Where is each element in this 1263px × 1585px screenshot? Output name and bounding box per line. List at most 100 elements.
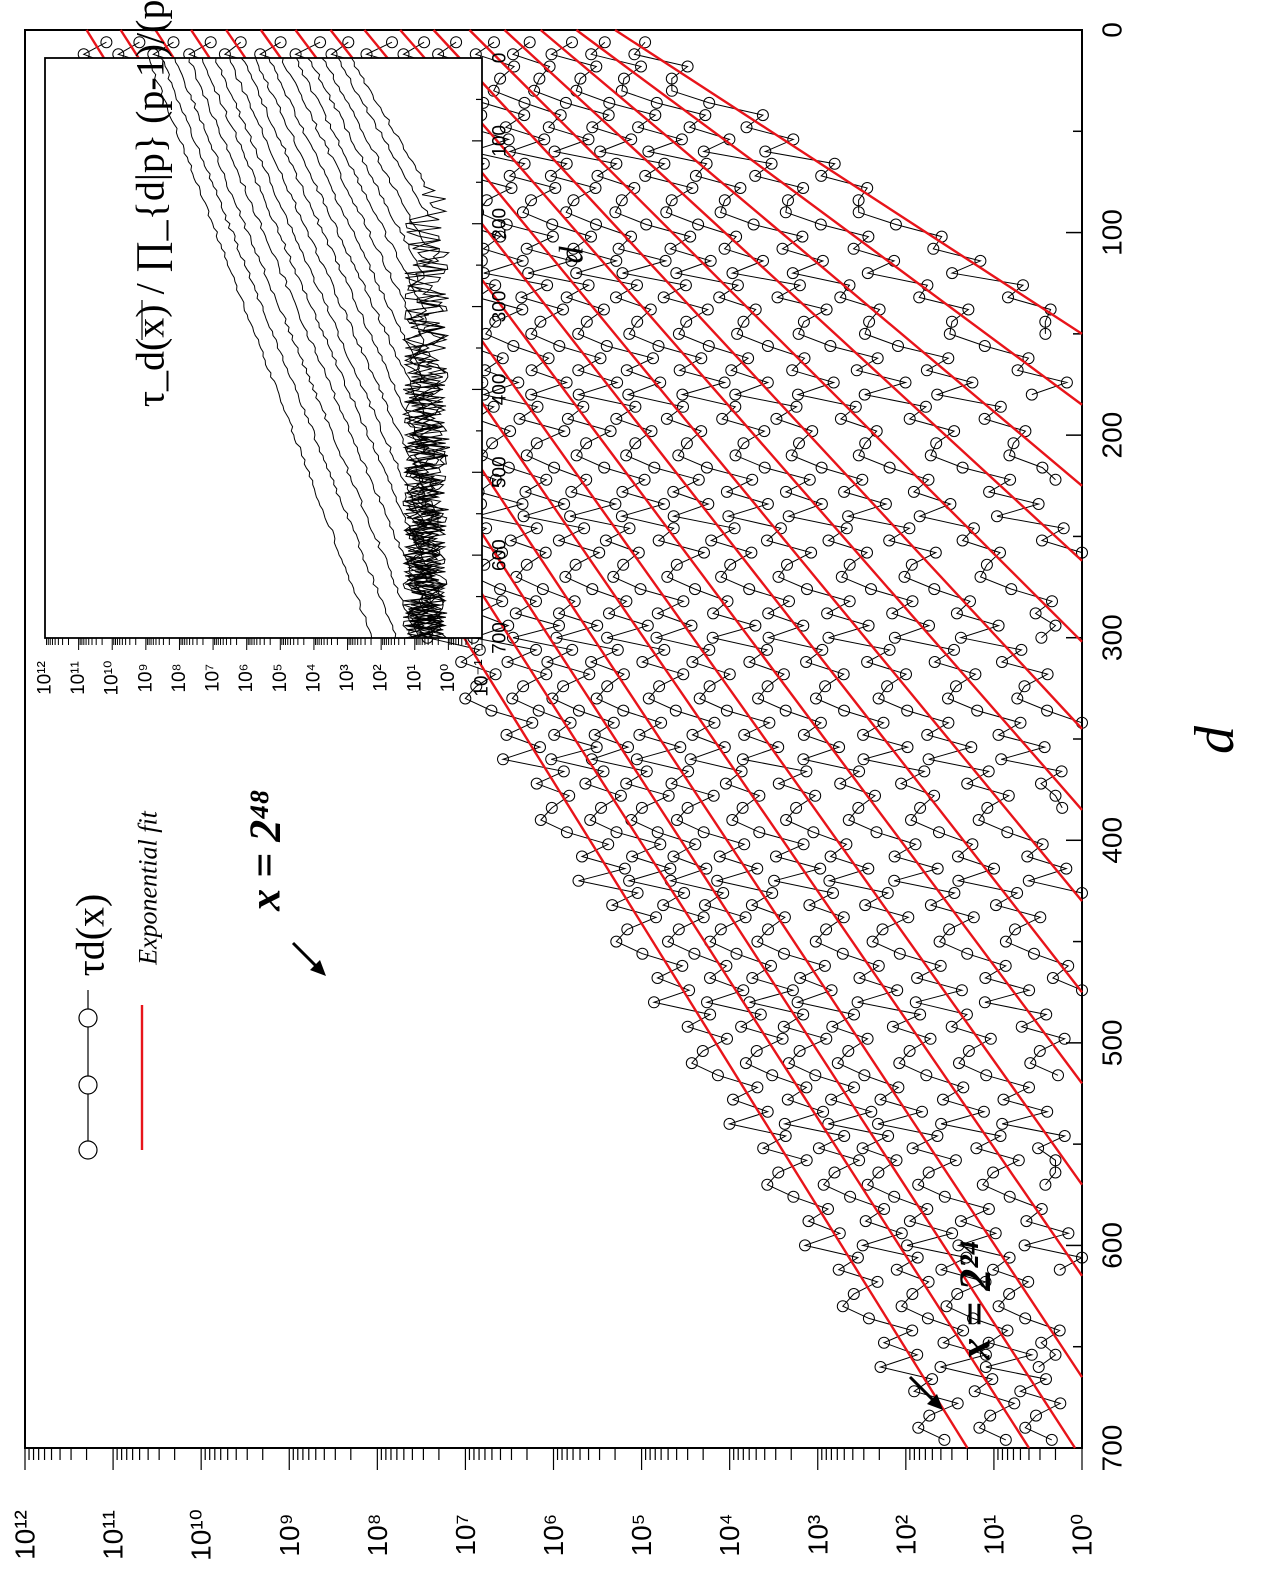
- y-tick-label: 10⁰: [1067, 1514, 1098, 1556]
- data-point: [653, 680, 666, 693]
- data-point: [766, 887, 779, 899]
- data-point: [735, 1020, 748, 1033]
- data-point: [497, 753, 509, 766]
- data-point: [720, 485, 733, 498]
- data-point: [861, 1178, 874, 1191]
- data-point: [851, 1251, 864, 1264]
- data-point: [776, 1032, 789, 1045]
- data-point: [1039, 327, 1052, 340]
- data-point: [903, 412, 916, 425]
- data-point: [652, 534, 665, 547]
- data-point: [602, 838, 615, 851]
- data-point: [1025, 388, 1038, 401]
- inset-x-tick-label: 200: [490, 208, 511, 240]
- data-point: [981, 801, 994, 814]
- data-point: [688, 947, 701, 960]
- data-point: [1022, 1275, 1035, 1288]
- data-point: [517, 680, 530, 693]
- data-point: [820, 303, 833, 316]
- data-point: [950, 680, 962, 693]
- data-point: [862, 862, 875, 875]
- data-point: [921, 1203, 934, 1215]
- data-point: [548, 461, 561, 474]
- y-tick-label: 10⁴: [714, 1513, 745, 1556]
- data-point: [871, 1275, 884, 1288]
- data-point: [517, 206, 529, 219]
- data-point: [1035, 1336, 1048, 1349]
- data-point: [770, 850, 782, 863]
- data-point: [837, 668, 850, 681]
- legend-marker: [78, 1140, 98, 1160]
- inset-series-11: [201, 57, 447, 639]
- data-point: [807, 826, 820, 839]
- data-point: [931, 1130, 944, 1142]
- data-point: [603, 607, 615, 620]
- inset-series-12: [188, 57, 446, 639]
- data-point: [886, 607, 899, 620]
- data-point: [791, 996, 804, 1009]
- data-point: [856, 473, 869, 486]
- x-tick-label: 300: [1097, 614, 1128, 661]
- data-point: [924, 1032, 937, 1045]
- data-point: [738, 728, 751, 741]
- data-point: [560, 291, 573, 304]
- data-point: [595, 801, 607, 814]
- data-point: [758, 461, 771, 474]
- data-point: [878, 1203, 891, 1215]
- data-point: [616, 267, 629, 280]
- data-point: [895, 1227, 908, 1240]
- data-point: [610, 254, 623, 267]
- data-point: [842, 510, 855, 523]
- data-point: [718, 376, 731, 389]
- data-point: [582, 133, 595, 146]
- series-5: [432, 29, 1088, 730]
- data-point: [782, 194, 794, 207]
- data-point: [548, 145, 561, 158]
- data-point: [1032, 498, 1045, 510]
- x-tick-label: 0: [1097, 22, 1128, 38]
- data-point: [999, 935, 1012, 948]
- data-point: [768, 874, 781, 887]
- data-point: [954, 1215, 967, 1228]
- y-tick-label: 10⁸: [362, 1514, 393, 1557]
- inset-x-tick-label: 600: [490, 539, 511, 571]
- data-point: [683, 121, 696, 134]
- data-point: [995, 753, 1008, 766]
- inset-y-tick-label: 10¹²: [35, 661, 56, 695]
- data-point: [609, 206, 622, 219]
- data-point: [745, 899, 758, 912]
- data-point: [614, 789, 627, 802]
- data-point: [824, 850, 837, 863]
- data-point: [837, 911, 850, 924]
- data-point: [786, 984, 799, 997]
- data-point: [771, 291, 784, 304]
- data-point: [552, 534, 565, 547]
- data-point: [722, 510, 735, 523]
- data-point: [660, 412, 673, 425]
- data-point: [920, 1069, 933, 1082]
- data-point: [817, 1105, 830, 1118]
- data-point: [633, 728, 646, 741]
- data-point: [765, 157, 778, 170]
- data-point: [1046, 972, 1059, 984]
- data-point: [1012, 1154, 1025, 1167]
- data-point: [610, 157, 623, 170]
- data-point: [851, 996, 864, 1009]
- series-2: [539, 29, 1083, 487]
- data-point: [599, 534, 612, 547]
- data-point: [603, 96, 616, 109]
- data-point: [665, 777, 678, 790]
- data-point: [696, 1045, 709, 1057]
- data-point: [639, 169, 652, 182]
- legend-label: Exponential fit: [134, 810, 163, 966]
- data-point: [1023, 1081, 1035, 1094]
- data-point: [790, 801, 803, 814]
- data-point: [584, 814, 597, 826]
- data-point: [822, 1117, 835, 1130]
- data-point: [982, 1336, 995, 1349]
- data-point: [533, 72, 546, 85]
- data-point: [794, 972, 807, 984]
- data-point: [677, 668, 690, 681]
- data-point: [602, 109, 615, 122]
- data-point: [647, 352, 659, 365]
